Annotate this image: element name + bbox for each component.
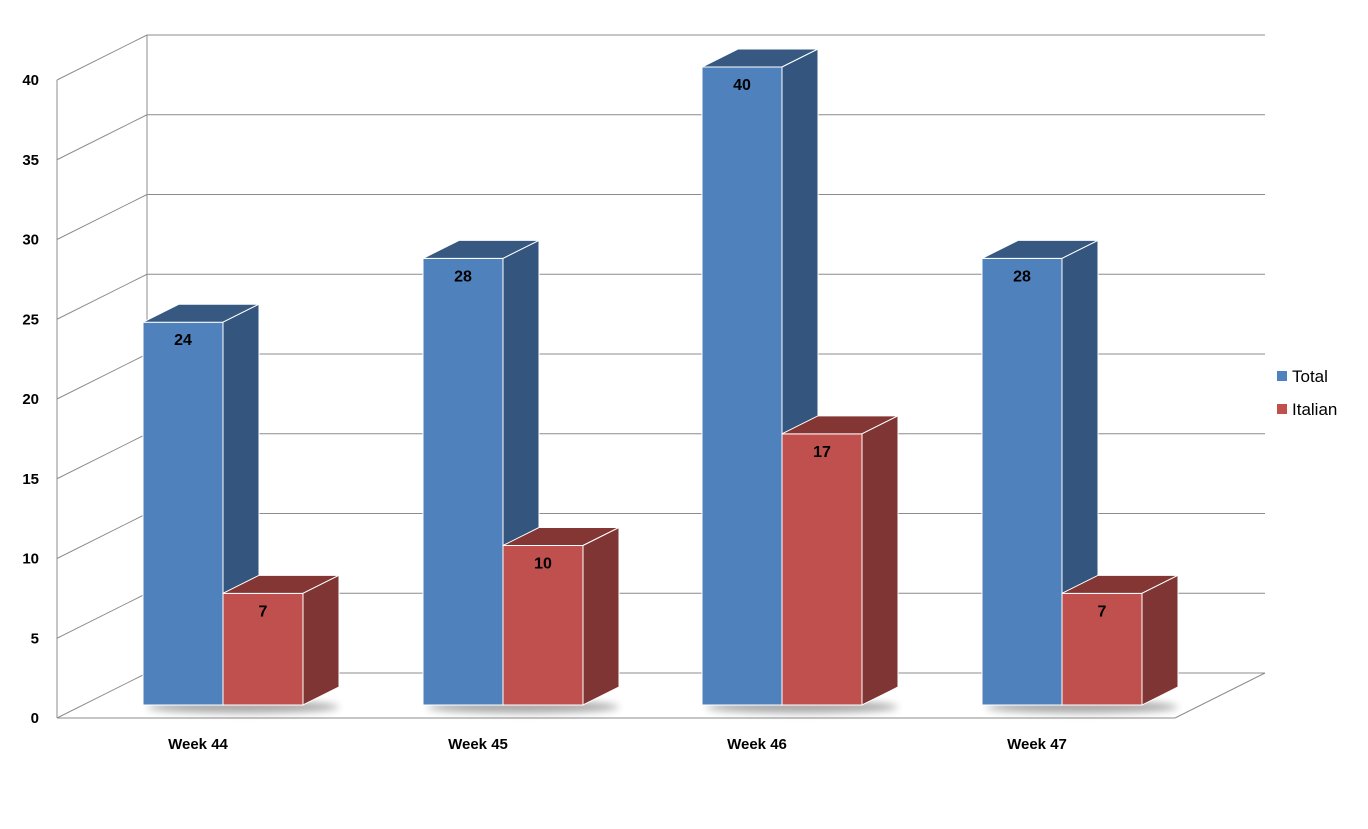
bar-side-italian	[582, 526, 620, 706]
x-tick-label: Week 44	[168, 736, 228, 753]
data-labels: 24 7 28 10 40 17 28 7	[174, 77, 1106, 620]
y-tick-label: 20	[22, 391, 39, 408]
data-label: 17	[813, 444, 831, 461]
floor-right-edge	[1174, 672, 1266, 719]
bar-side-italian	[302, 574, 340, 706]
data-label: 10	[534, 556, 552, 573]
x-tick-label: Week 46	[727, 736, 787, 753]
y-tick-label: 5	[31, 630, 39, 647]
data-label: 28	[1013, 268, 1031, 285]
gridline-side	[56, 513, 148, 559]
legend-swatch-total	[1277, 371, 1287, 381]
gridline-side	[56, 592, 148, 639]
gridline-side	[56, 34, 148, 81]
legend-label-italian: Italian	[1292, 400, 1337, 419]
gridline-side	[56, 672, 148, 719]
legend-swatch-italian	[1277, 404, 1287, 414]
data-label: 40	[733, 77, 751, 94]
y-tick-label: 15	[22, 471, 39, 488]
gridline-side	[56, 194, 148, 240]
legend: Total Italian	[1277, 367, 1337, 419]
bar-front-total	[422, 257, 504, 706]
gridline-side	[56, 114, 148, 161]
bar-side-italian	[861, 415, 899, 706]
y-tick-label: 35	[22, 152, 39, 169]
bar-front-total	[701, 66, 783, 706]
y-tick-label: 30	[22, 232, 39, 249]
gridline-side	[56, 273, 148, 320]
y-axis-ticks: 0 5 10 15 20 25 30 35 40	[22, 72, 39, 727]
y-tick-label: 10	[22, 551, 39, 568]
data-label: 28	[454, 268, 472, 285]
x-axis-categories: Week 44 Week 45 Week 46 Week 47	[168, 736, 1067, 753]
bar-front-total	[981, 257, 1063, 706]
bar-side-italian	[1141, 574, 1179, 706]
data-label: 24	[174, 332, 192, 349]
y-tick-label: 0	[31, 710, 39, 727]
gridline-side	[56, 433, 148, 480]
y-tick-label: 25	[22, 311, 39, 328]
x-tick-label: Week 47	[1007, 736, 1067, 753]
data-label: 7	[259, 603, 268, 620]
y-tick-label: 40	[22, 72, 39, 89]
x-tick-label: Week 45	[448, 736, 508, 753]
bar-front-italian	[502, 545, 584, 706]
bars	[142, 48, 1179, 706]
bar-front-total	[142, 321, 224, 706]
data-label: 7	[1098, 603, 1107, 620]
legend-label-total: Total	[1292, 367, 1328, 386]
bar-front-italian	[781, 433, 863, 706]
gridline-side	[56, 353, 148, 400]
